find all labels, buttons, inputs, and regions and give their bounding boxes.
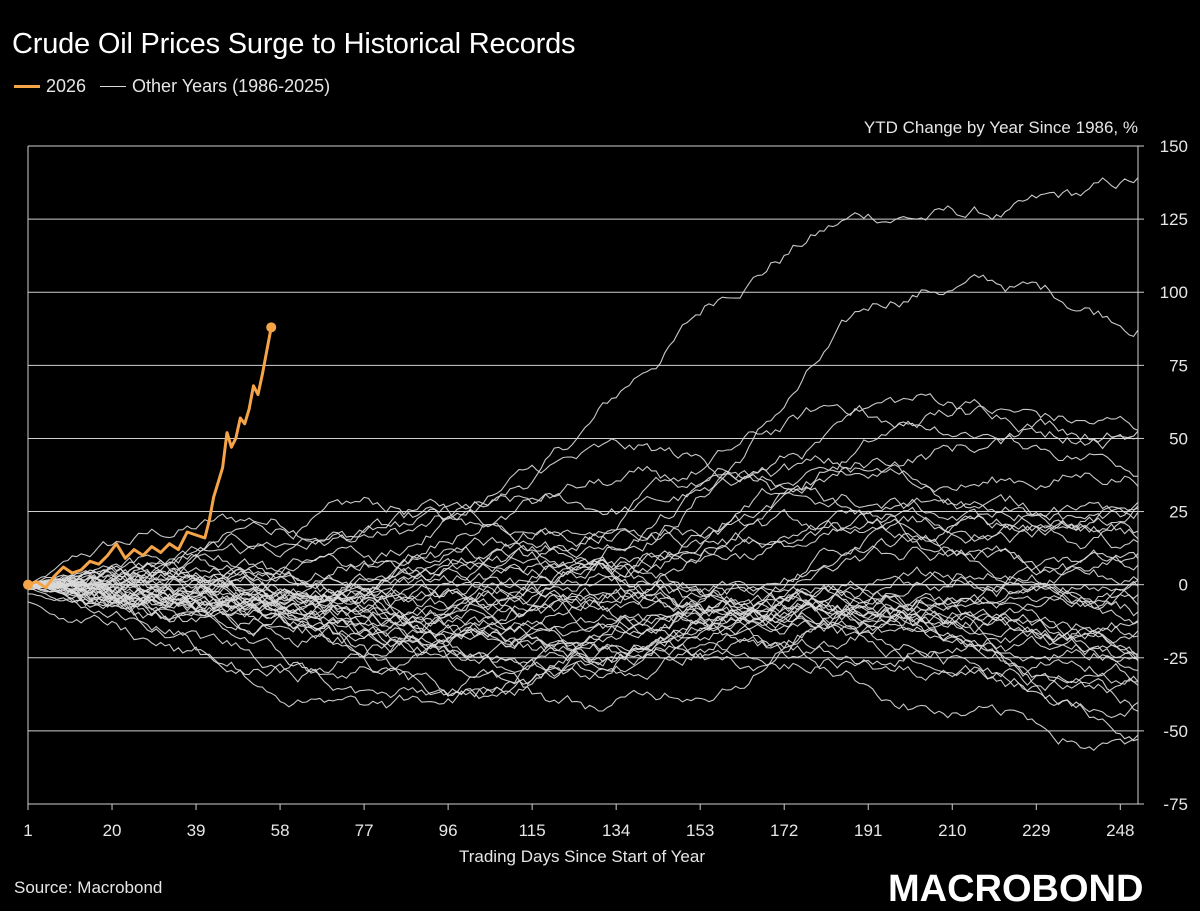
other-year-line-19 bbox=[27, 566, 1139, 637]
chart-title: Crude Oil Prices Surge to Historical Rec… bbox=[12, 28, 576, 60]
other-year-line-36 bbox=[27, 581, 1139, 666]
y-tick-labels: 150 125 100 75 50 25 0 -25 -50 -75 bbox=[1160, 137, 1188, 814]
y-tick--75: -75 bbox=[1163, 795, 1188, 814]
other-years-series bbox=[27, 177, 1139, 752]
y-tick-50: 50 bbox=[1169, 429, 1188, 448]
x-tick-39: 39 bbox=[187, 821, 206, 840]
other-year-line-16 bbox=[27, 546, 1139, 624]
other-year-line-35 bbox=[27, 584, 1139, 719]
x-tick-153: 153 bbox=[686, 821, 714, 840]
x-tick-58: 58 bbox=[271, 821, 290, 840]
x-tick-1: 1 bbox=[23, 821, 32, 840]
x-axis-label: Trading Days Since Start of Year bbox=[459, 847, 705, 866]
other-year-line-6 bbox=[27, 438, 1139, 596]
y-tick--50: -50 bbox=[1163, 722, 1188, 741]
x-tick-77: 77 bbox=[355, 821, 374, 840]
highlight-series bbox=[23, 322, 277, 590]
other-year-line-40 bbox=[27, 584, 1139, 752]
x-tick-248: 248 bbox=[1106, 821, 1134, 840]
other-year-line-21 bbox=[27, 532, 1139, 681]
x-tick-229: 229 bbox=[1022, 821, 1050, 840]
other-year-line-20 bbox=[27, 545, 1139, 679]
legend-item-other-years: Other Years (1986-2025) bbox=[100, 76, 330, 97]
legend-label-other-years: Other Years (1986-2025) bbox=[132, 76, 331, 96]
other-year-line-15 bbox=[27, 536, 1139, 620]
x-tick-172: 172 bbox=[770, 821, 798, 840]
other-year-line-22 bbox=[27, 561, 1139, 683]
legend: 2026 Other Years (1986-2025) bbox=[14, 76, 344, 97]
other-year-line-38 bbox=[28, 580, 1139, 674]
series-2026-line bbox=[27, 327, 273, 590]
other-year-line-28 bbox=[27, 587, 1139, 709]
other-year-line-33 bbox=[27, 577, 1139, 686]
legend-item-2026: 2026 bbox=[14, 76, 86, 97]
x-tick-115: 115 bbox=[519, 821, 546, 840]
legend-swatch-other-years bbox=[100, 86, 127, 87]
other-year-line-3 bbox=[27, 404, 1139, 586]
y-tick--25: -25 bbox=[1163, 649, 1188, 668]
y-tick-125: 125 bbox=[1160, 210, 1188, 229]
macrobond-logo: MACROBOND bbox=[888, 868, 1144, 910]
x-tick-20: 20 bbox=[103, 821, 122, 840]
x-tick-96: 96 bbox=[439, 821, 458, 840]
y-tick-25: 25 bbox=[1169, 503, 1188, 522]
other-year-line-30 bbox=[27, 581, 1139, 635]
y-tick-100: 100 bbox=[1160, 283, 1188, 302]
other-year-line-39 bbox=[27, 573, 1139, 742]
series-2026-end-point bbox=[266, 322, 277, 333]
legend-label-2026: 2026 bbox=[46, 76, 87, 96]
x-tick-labels: 1 20 39 58 77 96 115 134 153 172 191 210 229 248 bbox=[23, 804, 1134, 840]
grid-lines bbox=[27, 145, 1144, 805]
other-year-line-37 bbox=[27, 582, 1139, 712]
y-tick-150: 150 bbox=[1160, 137, 1188, 156]
other-year-line-10 bbox=[27, 465, 1139, 618]
legend-swatch-2026 bbox=[14, 85, 40, 88]
y-axis-label: YTD Change by Year Since 1986, % bbox=[864, 118, 1138, 137]
other-year-line-14 bbox=[27, 515, 1139, 635]
x-tick-191: 191 bbox=[854, 821, 882, 840]
other-year-line-11 bbox=[27, 501, 1139, 590]
x-tick-210: 210 bbox=[938, 821, 966, 840]
y-tick-75: 75 bbox=[1169, 356, 1188, 375]
y-tick-0: 0 bbox=[1179, 576, 1188, 595]
other-year-line-23 bbox=[27, 570, 1139, 669]
series-2026-start-point bbox=[23, 579, 33, 590]
x-tick-134: 134 bbox=[602, 821, 630, 840]
other-year-line-1 bbox=[27, 177, 1139, 586]
other-year-line-31 bbox=[27, 575, 1139, 694]
source-note: Source: Macrobond bbox=[14, 878, 163, 897]
other-year-line-9 bbox=[27, 455, 1139, 604]
